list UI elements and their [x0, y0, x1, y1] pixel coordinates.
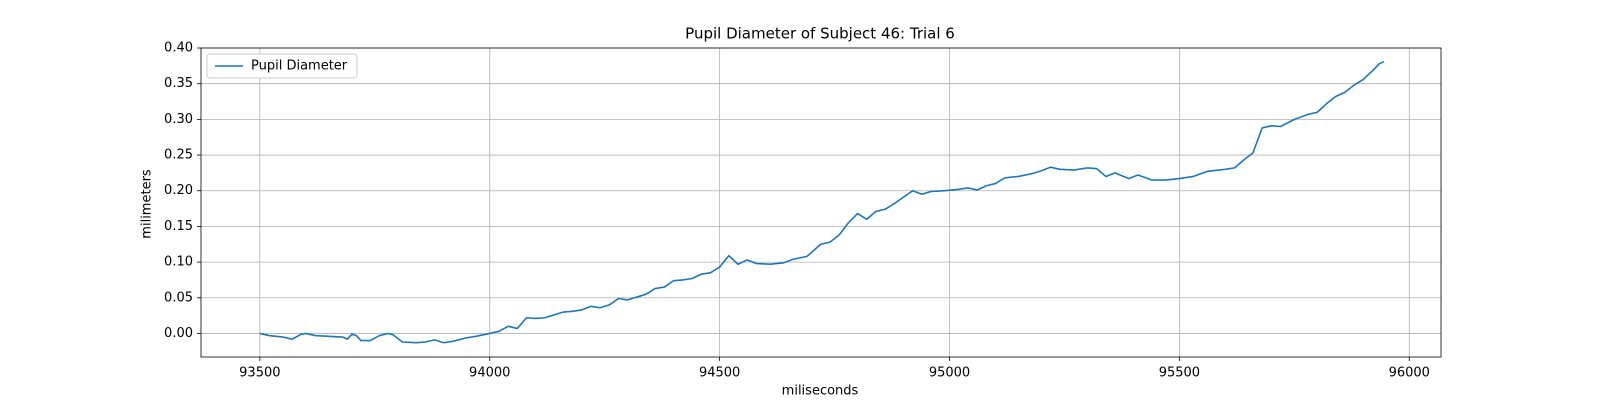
y-tick-label: 0.00 — [164, 326, 193, 341]
chart-title: Pupil Diameter of Subject 46: Trial 6 — [685, 25, 955, 43]
y-tick-label: 0.05 — [164, 290, 193, 305]
legend-label: Pupil Diameter — [251, 59, 348, 74]
y-tick-label: 0.40 — [164, 41, 193, 56]
x-tick-label: 95500 — [1159, 366, 1200, 381]
y-tick-label: 0.20 — [164, 183, 193, 198]
x-tick-label: 94000 — [469, 366, 510, 381]
y-axis-label: milimeters — [140, 169, 155, 239]
x-tick-label: 95000 — [929, 366, 970, 381]
y-tick-label: 0.35 — [164, 76, 193, 91]
x-tick-label: 94500 — [699, 366, 740, 381]
plot-frame — [200, 47, 1442, 358]
data-line — [259, 60, 1385, 344]
x-tick-label: 93500 — [239, 366, 280, 381]
y-tick-label: 0.15 — [164, 219, 193, 234]
x-tick-label: 96000 — [1389, 366, 1430, 381]
legend-box — [206, 53, 358, 79]
x-axis-label: miliseconds — [782, 384, 859, 399]
y-tick-label: 0.25 — [164, 148, 193, 163]
y-tick-label: 0.10 — [164, 255, 193, 270]
y-tick-label: 0.30 — [164, 112, 193, 127]
